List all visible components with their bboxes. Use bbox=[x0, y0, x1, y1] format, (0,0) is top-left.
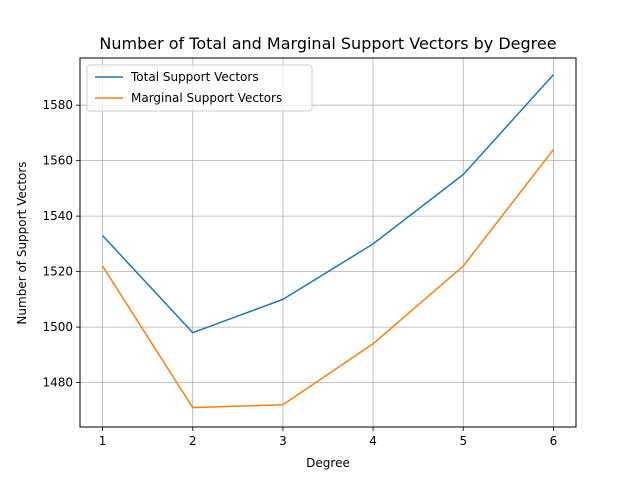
y-tick-label: 1480 bbox=[42, 376, 73, 390]
y-tick-label: 1580 bbox=[42, 98, 73, 112]
y-tick-label: 1560 bbox=[42, 154, 73, 168]
x-axis-label: Degree bbox=[306, 456, 350, 470]
x-tick-label: 1 bbox=[99, 434, 107, 448]
grid bbox=[80, 58, 576, 427]
x-tick-label: 5 bbox=[459, 434, 467, 448]
series-line-1 bbox=[102, 74, 555, 334]
legend: Total Support Vectors Marginal Support Ve… bbox=[86, 64, 313, 112]
chart-title: Number of Total and Marginal Support Vec… bbox=[99, 34, 556, 53]
x-tick-label: 3 bbox=[279, 434, 287, 448]
x-tick-label: 6 bbox=[550, 434, 558, 448]
plot-frame bbox=[79, 57, 577, 428]
legend-label: Total Support Vectors bbox=[130, 70, 259, 84]
series-line-2 bbox=[101, 149, 555, 409]
y-axis: 1480 1500 1520 1540 1560 1580 bbox=[42, 98, 80, 390]
x-tick-label: 2 bbox=[189, 434, 197, 448]
y-tick-label: 1500 bbox=[42, 320, 73, 334]
y-axis-label: Number of Support Vectors bbox=[15, 161, 29, 324]
legend-label: Marginal Support Vectors bbox=[131, 91, 282, 105]
x-axis: 1 2 3 4 5 6 bbox=[99, 427, 558, 448]
series-layer bbox=[101, 74, 555, 409]
y-tick-label: 1540 bbox=[42, 209, 73, 223]
y-tick-label: 1520 bbox=[42, 265, 73, 279]
x-tick-label: 4 bbox=[369, 434, 377, 448]
legend-box bbox=[86, 64, 313, 112]
